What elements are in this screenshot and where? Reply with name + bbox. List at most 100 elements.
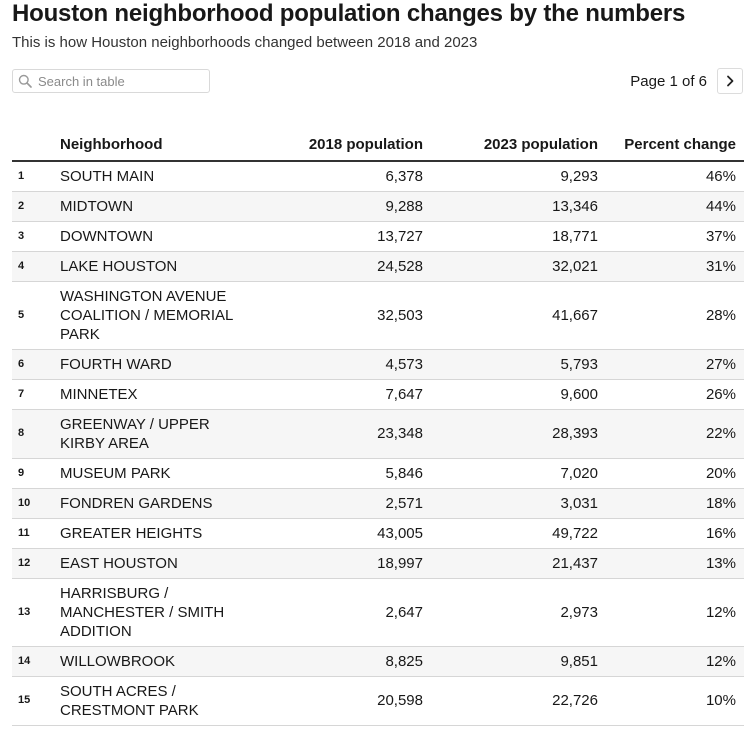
rank-cell: 7 <box>12 379 58 410</box>
table-row: 6 FOURTH WARD 4,573 5,793 27% <box>12 349 744 380</box>
population-2023-cell: 21,437 <box>431 548 606 579</box>
neighborhood-cell: GREATER HEIGHTS <box>58 518 258 549</box>
population-2018-cell: 23,348 <box>258 409 431 459</box>
table-row: 13 HARRISBURG / MANCHESTER / SMITH ADDITI… <box>12 578 744 647</box>
rank-cell: 10 <box>12 488 58 519</box>
neighborhood-cell: LAKE HOUSTON <box>58 251 258 282</box>
chevron-right-icon <box>727 75 734 87</box>
column-header-rank[interactable] <box>12 116 58 162</box>
neighborhood-cell: FONDREN GARDENS <box>58 488 258 519</box>
population-2018-cell: 4,573 <box>258 349 431 380</box>
neighborhood-cell: SOUTH ACRES / CRESTMONT PARK <box>58 676 258 726</box>
population-2023-cell: 9,293 <box>431 161 606 192</box>
percent-change-cell: 16% <box>606 518 744 549</box>
population-2023-cell: 2,973 <box>431 578 606 647</box>
population-2018-cell: 20,598 <box>258 676 431 726</box>
column-header-percent-change[interactable]: Percent change <box>606 116 744 162</box>
table-row: 2 MIDTOWN 9,288 13,346 44% <box>12 191 744 222</box>
percent-change-cell: 13% <box>606 548 744 579</box>
table-row: 1 SOUTH MAIN 6,378 9,293 46% <box>12 161 744 192</box>
population-2018-cell: 6,378 <box>258 161 431 192</box>
percent-change-cell: 20% <box>606 458 744 489</box>
neighborhood-cell: FOURTH WARD <box>58 349 258 380</box>
percent-change-cell: 37% <box>606 221 744 252</box>
column-header-2023-population[interactable]: 2023 population <box>431 116 606 162</box>
population-2018-cell: 13,727 <box>258 221 431 252</box>
data-table: Neighborhood 2018 population 2023 popula… <box>12 116 744 726</box>
population-2023-cell: 41,667 <box>431 281 606 350</box>
population-2023-cell: 22,726 <box>431 676 606 726</box>
rank-cell: 14 <box>12 646 58 677</box>
percent-change-cell: 28% <box>606 281 744 350</box>
population-2023-cell: 49,722 <box>431 518 606 549</box>
population-2023-cell: 9,851 <box>431 646 606 677</box>
population-2018-cell: 2,647 <box>258 578 431 647</box>
rank-cell: 8 <box>12 409 58 459</box>
table-row: 15 SOUTH ACRES / CRESTMONT PARK 20,598 22,7… <box>12 676 744 726</box>
neighborhood-cell: SOUTH MAIN <box>58 161 258 192</box>
table-row: 10 FONDREN GARDENS 2,571 3,031 18% <box>12 488 744 519</box>
population-2023-cell: 3,031 <box>431 488 606 519</box>
table-header-row: Neighborhood 2018 population 2023 popula… <box>12 116 744 162</box>
rank-cell: 1 <box>12 161 58 192</box>
table-row: 9 MUSEUM PARK 5,846 7,020 20% <box>12 458 744 489</box>
percent-change-cell: 31% <box>606 251 744 282</box>
search-box[interactable] <box>12 69 210 93</box>
page-title: Houston neighborhood population changes … <box>12 0 686 27</box>
population-2018-cell: 24,528 <box>258 251 431 282</box>
search-input[interactable] <box>38 72 206 90</box>
table-row: 8 GREENWAY / UPPER KIRBY AREA 23,348 28,393… <box>12 409 744 459</box>
neighborhood-cell: DOWNTOWN <box>58 221 258 252</box>
population-2023-cell: 28,393 <box>431 409 606 459</box>
percent-change-cell: 12% <box>606 578 744 647</box>
search-icon <box>18 74 32 88</box>
column-header-2018-population[interactable]: 2018 population <box>258 116 431 162</box>
percent-change-cell: 27% <box>606 349 744 380</box>
percent-change-cell: 44% <box>606 191 744 222</box>
neighborhood-cell: WASHINGTON AVENUE COALITION / MEMORIAL P… <box>58 281 258 350</box>
rank-cell: 9 <box>12 458 58 489</box>
population-2018-cell: 2,571 <box>258 488 431 519</box>
population-2023-cell: 5,793 <box>431 349 606 380</box>
neighborhood-cell: HARRISBURG / MANCHESTER / SMITH ADDITION <box>58 578 258 647</box>
neighborhood-cell: GREENWAY / UPPER KIRBY AREA <box>58 409 258 459</box>
population-2023-cell: 32,021 <box>431 251 606 282</box>
neighborhood-cell: MIDTOWN <box>58 191 258 222</box>
population-2018-cell: 18,997 <box>258 548 431 579</box>
population-2018-cell: 5,846 <box>258 458 431 489</box>
population-2018-cell: 43,005 <box>258 518 431 549</box>
percent-change-cell: 46% <box>606 161 744 192</box>
table-row: 4 LAKE HOUSTON 24,528 32,021 31% <box>12 251 744 282</box>
rank-cell: 6 <box>12 349 58 380</box>
next-page-button[interactable] <box>717 68 743 94</box>
population-2018-cell: 9,288 <box>258 191 431 222</box>
neighborhood-cell: MINNETEX <box>58 379 258 410</box>
table-row: 12 EAST HOUSTON 18,997 21,437 13% <box>12 548 744 579</box>
rank-cell: 15 <box>12 676 58 726</box>
population-2023-cell: 13,346 <box>431 191 606 222</box>
table-row: 3 DOWNTOWN 13,727 18,771 37% <box>12 221 744 252</box>
column-header-neighborhood[interactable]: Neighborhood <box>58 116 258 162</box>
percent-change-cell: 26% <box>606 379 744 410</box>
population-2023-cell: 9,600 <box>431 379 606 410</box>
rank-cell: 12 <box>12 548 58 579</box>
neighborhood-cell: WILLOWBROOK <box>58 646 258 677</box>
table-row: 14 WILLOWBROOK 8,825 9,851 12% <box>12 646 744 677</box>
population-2018-cell: 32,503 <box>258 281 431 350</box>
percent-change-cell: 18% <box>606 488 744 519</box>
rank-cell: 13 <box>12 578 58 647</box>
neighborhood-cell: EAST HOUSTON <box>58 548 258 579</box>
page-subtitle: This is how Houston neighborhoods change… <box>12 34 478 51</box>
table-body: 1 SOUTH MAIN 6,378 9,293 46% 2 MIDTOWN 9,288 13,… <box>12 161 744 726</box>
population-2023-cell: 18,771 <box>431 221 606 252</box>
table-row: 7 MINNETEX 7,647 9,600 26% <box>12 379 744 410</box>
rank-cell: 4 <box>12 251 58 282</box>
table-row: 5 WASHINGTON AVENUE COALITION / MEMORIAL … <box>12 281 744 350</box>
percent-change-cell: 12% <box>606 646 744 677</box>
population-2018-cell: 8,825 <box>258 646 431 677</box>
population-2023-cell: 7,020 <box>431 458 606 489</box>
page-indicator: Page 1 of 6 <box>630 72 707 90</box>
neighborhood-cell: MUSEUM PARK <box>58 458 258 489</box>
rank-cell: 2 <box>12 191 58 222</box>
table-row: 11 GREATER HEIGHTS 43,005 49,722 16% <box>12 518 744 549</box>
